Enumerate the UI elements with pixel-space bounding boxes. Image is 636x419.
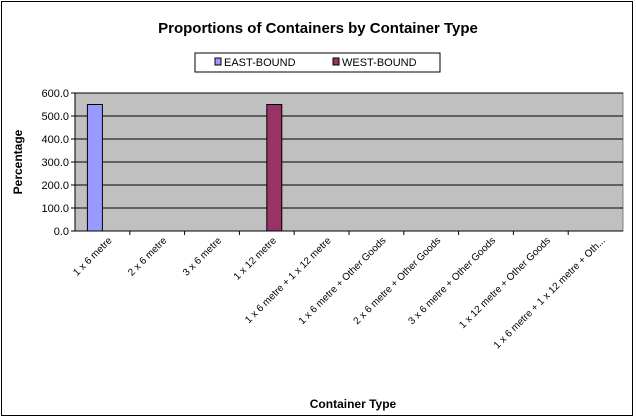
x-category-label: 1 x 6 metre + 1 x 12 metre + Oth...	[492, 235, 608, 351]
x-category-label: 2 x 6 metre	[126, 235, 169, 278]
x-category-label: 1 x 6 metre	[71, 235, 114, 278]
y-tick-label: 500.0	[41, 111, 69, 123]
chart-title: Proportions of Containers by Container T…	[158, 20, 478, 37]
bar-east-bound-0	[86, 104, 103, 232]
x-category-label: 2 x 6 metre + Other Goods	[352, 235, 444, 327]
plot-area: 0.0 100.0 200.0 300.0 400.0 500.0 600.0 1 x 6 m…	[41, 88, 624, 351]
y-tick-label: 0.0	[54, 226, 69, 238]
legend-label-east-bound: EAST-BOUND	[224, 57, 296, 69]
x-category-label: 3 x 6 metre	[181, 235, 224, 278]
y-tick-label: 100.0	[41, 203, 69, 215]
legend-swatch-east-bound	[214, 57, 222, 66]
legend-label-west-bound: WEST-BOUND	[342, 57, 417, 69]
x-category-label: 1 x 12 metre	[232, 235, 279, 282]
x-axis-title: Container Type	[310, 397, 397, 411]
legend-box	[194, 52, 441, 73]
bar-west-bound-3	[266, 104, 283, 232]
y-axis-title: Percentage	[11, 129, 25, 194]
y-tick-label: 600.0	[41, 88, 69, 100]
y-tick-label: 300.0	[41, 157, 69, 169]
y-tick-label: 200.0	[41, 180, 69, 192]
x-category-label: 3 x 6 metre + Other Goods	[406, 235, 498, 327]
legend-swatch-west-bound	[332, 57, 340, 66]
x-category-label: 1 x 6 metre + Other Goods	[297, 235, 389, 327]
legend: EAST-BOUND WEST-BOUND	[194, 52, 441, 73]
y-tick-label: 400.0	[41, 134, 69, 146]
x-category-label: 1 x 12 metre + Other Goods	[457, 235, 553, 331]
